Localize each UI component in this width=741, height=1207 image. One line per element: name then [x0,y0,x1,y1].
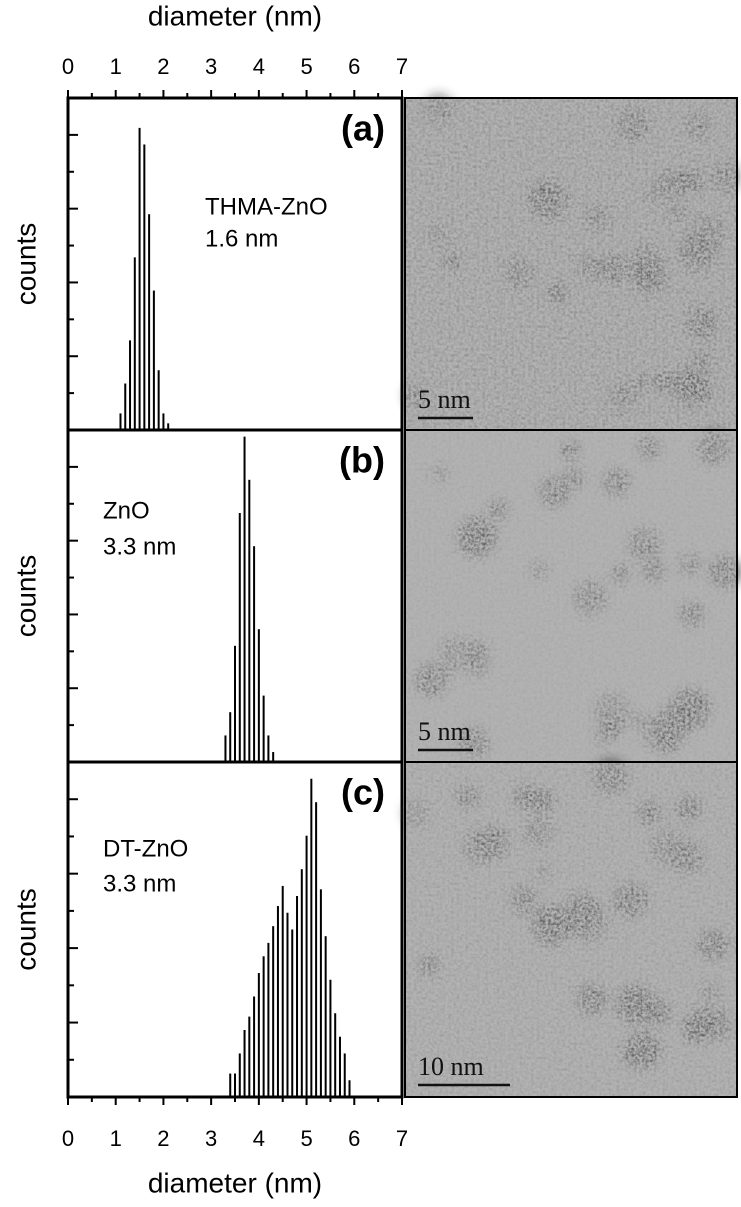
x-axis-label: diameter (nm) [148,1167,322,1198]
x-axis-label: diameter (nm) [148,0,322,31]
bar [152,290,155,430]
bar [129,340,132,430]
bar [138,127,141,430]
bar [143,144,146,431]
bar [162,413,165,430]
bar [310,778,313,1097]
bar [348,1080,351,1097]
scale-bar-label: 5 nm [418,385,471,414]
y-axis-label: counts [10,888,41,971]
bar [243,436,246,762]
x-tick-label: 5 [300,1126,312,1151]
bar [338,1036,341,1097]
x-tick-label: 2 [157,54,169,79]
bar [257,629,260,762]
bar [276,906,279,1097]
bar [238,513,241,762]
bar [167,423,170,430]
x-tick-label: 1 [110,1126,122,1151]
bar [248,1016,251,1097]
x-tick-label: 6 [348,1126,360,1151]
bar [253,546,256,762]
x-tick-label: 7 [396,54,408,79]
bar [272,926,275,1097]
bar [148,214,151,430]
x-tick-label: 1 [110,54,122,79]
bar [229,712,232,762]
sample-name: DT-ZnO [103,835,188,862]
bar [267,735,270,762]
bar [253,996,256,1097]
bar [291,929,294,1097]
tem-image: 5 nm [404,429,741,763]
x-tick-label: 3 [205,1126,217,1151]
bar [243,1030,246,1097]
bar [329,979,332,1097]
bar [343,1053,346,1097]
bar [257,973,260,1097]
bar [248,479,251,762]
image-noise [405,98,737,430]
x-tick-label: 0 [62,54,74,79]
bar [157,370,160,430]
image-noise [405,762,737,1097]
bar [296,896,299,1097]
bar [281,885,284,1097]
y-axis-label: counts [10,223,41,306]
bar [305,835,308,1097]
x-tick-label: 3 [205,54,217,79]
panel-label: (c) [341,772,385,813]
mean-size: 1.6 nm [205,225,278,252]
bar [272,752,275,762]
sample-name: THMA-ZnO [205,193,328,220]
bar [262,695,265,762]
x-tick-label: 5 [300,54,312,79]
bar [234,645,236,762]
x-tick-label: 4 [253,1126,265,1151]
image-frame [404,761,738,1098]
bar [324,936,327,1097]
bar [286,912,289,1097]
x-tick-label: 0 [62,1126,74,1151]
tem-image: 5 nm [403,93,741,431]
panel-label: (b) [339,440,385,481]
bar [234,1073,236,1097]
panel-label: (a) [341,108,385,149]
x-tick-label: 7 [396,1126,408,1151]
bar [124,383,127,430]
bar [133,257,136,430]
bar [229,1073,232,1097]
mean-size: 3.3 nm [103,533,176,560]
y-axis-label: counts [10,555,41,638]
bar [334,1013,337,1097]
scale-bar-label: 10 nm [418,1052,484,1081]
x-tick-label: 2 [157,1126,169,1151]
bar [315,802,318,1097]
scale-bar-label: 5 nm [418,717,471,746]
bar [119,413,122,430]
bar [224,735,227,762]
bar [267,942,270,1097]
image-noise [405,430,737,762]
x-tick-label: 6 [348,54,360,79]
mean-size: 3.3 nm [103,870,176,897]
bar [238,1053,241,1097]
x-tick-label: 4 [253,54,265,79]
sample-name: ZnO [103,497,150,524]
bar [319,889,322,1097]
bar [262,956,265,1097]
bar [300,869,303,1097]
tem-image: 10 nm [402,759,738,1098]
